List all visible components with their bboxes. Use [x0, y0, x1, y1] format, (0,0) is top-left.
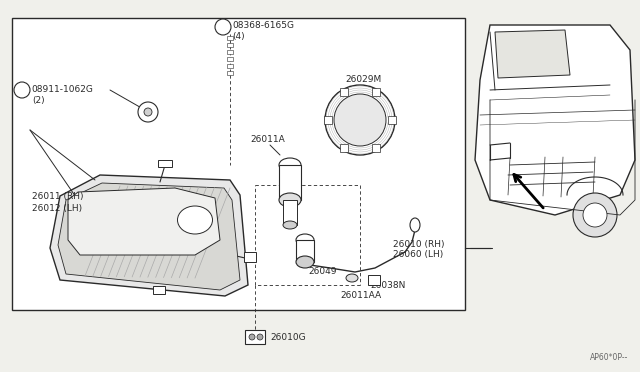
Text: AP60*0P--: AP60*0P-- [590, 353, 628, 362]
Ellipse shape [346, 274, 358, 282]
Bar [279, 165, 301, 200]
Circle shape [573, 193, 617, 237]
Bar [244, 252, 256, 262]
Text: 26011 (RH): 26011 (RH) [32, 192, 83, 202]
Bar [296, 240, 314, 262]
Text: 08368-6165G: 08368-6165G [232, 22, 294, 31]
Text: 26049: 26049 [308, 267, 337, 276]
Bar [227, 71, 233, 75]
Text: S: S [220, 22, 225, 32]
Bar [227, 57, 233, 61]
Text: 26012 (LH): 26012 (LH) [32, 203, 82, 212]
Text: 26011A: 26011A [250, 135, 285, 144]
Circle shape [334, 94, 386, 146]
Polygon shape [58, 183, 240, 290]
Text: 26029M: 26029M [345, 76, 381, 84]
Text: 26010 (RH): 26010 (RH) [393, 240, 445, 248]
Polygon shape [495, 30, 570, 78]
Polygon shape [50, 175, 248, 296]
Bar [158, 160, 172, 167]
Ellipse shape [279, 158, 301, 172]
Bar [227, 50, 233, 54]
Bar [324, 116, 332, 124]
Text: 08911-1062G: 08911-1062G [31, 86, 93, 94]
Text: 26060 (LH): 26060 (LH) [393, 250, 444, 260]
Bar [283, 200, 297, 225]
Ellipse shape [177, 206, 212, 234]
Circle shape [257, 334, 263, 340]
Circle shape [215, 19, 231, 35]
Circle shape [583, 203, 607, 227]
Text: 26011AA: 26011AA [340, 291, 381, 299]
Ellipse shape [296, 234, 314, 246]
Polygon shape [68, 188, 220, 255]
Bar [153, 286, 165, 294]
Text: 26038N: 26038N [370, 280, 405, 289]
Ellipse shape [296, 256, 314, 268]
Circle shape [249, 334, 255, 340]
Circle shape [138, 102, 158, 122]
Polygon shape [475, 25, 635, 215]
Ellipse shape [283, 221, 297, 229]
Bar [340, 88, 348, 96]
Bar [227, 64, 233, 68]
Ellipse shape [410, 218, 420, 232]
Text: 26010G: 26010G [270, 333, 306, 341]
Circle shape [14, 82, 30, 98]
Bar [340, 144, 348, 152]
Bar [368, 275, 380, 285]
Text: (4): (4) [232, 32, 244, 41]
Bar [12, 18, 465, 310]
Bar [388, 116, 396, 124]
Circle shape [144, 108, 152, 116]
Bar [245, 330, 265, 344]
Bar [372, 88, 380, 96]
Bar [372, 144, 380, 152]
Text: N: N [18, 86, 24, 94]
Bar [227, 36, 233, 40]
Text: (2): (2) [32, 96, 45, 106]
Bar [227, 43, 233, 47]
Circle shape [325, 85, 395, 155]
Ellipse shape [279, 193, 301, 207]
